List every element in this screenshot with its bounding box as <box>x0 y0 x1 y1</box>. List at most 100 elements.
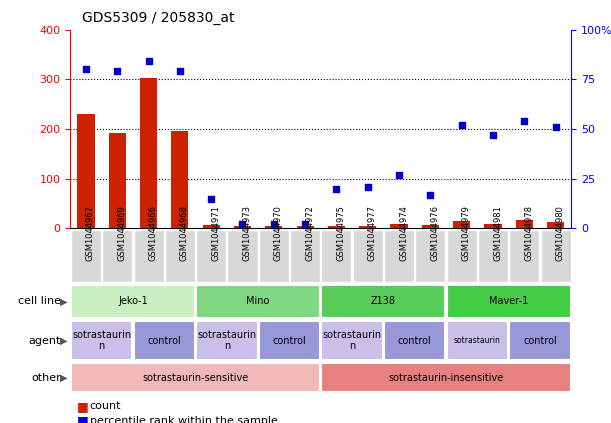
FancyBboxPatch shape <box>510 230 540 282</box>
Text: GSM1044979: GSM1044979 <box>462 205 470 261</box>
FancyBboxPatch shape <box>196 285 320 318</box>
Bar <box>547 222 564 228</box>
Text: GSM1044976: GSM1044976 <box>430 205 439 261</box>
Point <box>144 58 153 65</box>
Text: GSM1044974: GSM1044974 <box>399 205 408 261</box>
Bar <box>296 226 313 228</box>
Text: GSM1044966: GSM1044966 <box>148 205 158 261</box>
Point <box>112 68 122 75</box>
Bar <box>453 222 470 228</box>
FancyBboxPatch shape <box>227 230 257 282</box>
Bar <box>359 226 376 228</box>
Point <box>519 118 529 124</box>
Text: sotrastaurin
n: sotrastaurin n <box>197 330 257 352</box>
FancyBboxPatch shape <box>321 363 571 392</box>
Text: count: count <box>90 401 122 411</box>
Text: GSM1044981: GSM1044981 <box>493 205 502 261</box>
Text: GSM1044977: GSM1044977 <box>368 205 377 261</box>
Text: other: other <box>31 373 61 382</box>
FancyBboxPatch shape <box>321 230 351 282</box>
Text: GSM1044980: GSM1044980 <box>555 205 565 261</box>
Text: sotrastaurin
n: sotrastaurin n <box>72 330 131 352</box>
FancyBboxPatch shape <box>353 230 382 282</box>
FancyBboxPatch shape <box>447 285 571 318</box>
Bar <box>265 226 282 228</box>
Text: GSM1044968: GSM1044968 <box>180 205 189 261</box>
Text: control: control <box>398 335 431 346</box>
Text: percentile rank within the sample: percentile rank within the sample <box>90 416 277 423</box>
Point <box>269 221 279 228</box>
FancyBboxPatch shape <box>478 230 508 282</box>
FancyBboxPatch shape <box>196 321 257 360</box>
Point <box>488 132 498 138</box>
Text: agent: agent <box>29 335 61 346</box>
FancyBboxPatch shape <box>321 321 382 360</box>
Text: GSM1044970: GSM1044970 <box>274 205 283 261</box>
Bar <box>390 225 408 228</box>
Text: GSM1044969: GSM1044969 <box>117 205 126 261</box>
FancyBboxPatch shape <box>71 363 320 392</box>
FancyBboxPatch shape <box>321 285 445 318</box>
Bar <box>78 114 95 228</box>
Point <box>81 66 91 73</box>
Bar <box>516 220 533 228</box>
FancyBboxPatch shape <box>259 230 289 282</box>
FancyBboxPatch shape <box>415 230 445 282</box>
Point <box>175 68 185 75</box>
FancyBboxPatch shape <box>384 321 445 360</box>
Text: GDS5309 / 205830_at: GDS5309 / 205830_at <box>82 11 235 25</box>
FancyBboxPatch shape <box>71 321 132 360</box>
Point <box>394 171 404 178</box>
Text: control: control <box>273 335 306 346</box>
Bar <box>485 225 502 228</box>
Bar <box>422 225 439 228</box>
FancyBboxPatch shape <box>71 285 195 318</box>
FancyBboxPatch shape <box>165 230 195 282</box>
Point <box>238 221 247 228</box>
Text: sotrastaurin
n: sotrastaurin n <box>323 330 382 352</box>
Text: GSM1044967: GSM1044967 <box>86 205 95 261</box>
Text: ■: ■ <box>76 400 88 412</box>
Text: GSM1044975: GSM1044975 <box>337 205 345 261</box>
FancyBboxPatch shape <box>259 321 320 360</box>
Text: Z138: Z138 <box>371 297 396 306</box>
Text: GSM1044971: GSM1044971 <box>211 205 220 261</box>
Text: control: control <box>147 335 181 346</box>
Text: ▶: ▶ <box>60 373 67 382</box>
Point <box>207 195 216 202</box>
Text: ■: ■ <box>76 415 88 423</box>
Text: cell line: cell line <box>18 297 61 306</box>
FancyBboxPatch shape <box>71 230 101 282</box>
Point <box>551 124 560 130</box>
Text: GSM1044972: GSM1044972 <box>305 205 314 261</box>
Text: GSM1044973: GSM1044973 <box>243 205 252 261</box>
Text: GSM1044978: GSM1044978 <box>524 205 533 261</box>
Bar <box>140 78 157 228</box>
Point <box>425 191 435 198</box>
Bar <box>234 226 251 228</box>
Bar <box>171 131 188 228</box>
Point <box>300 221 310 228</box>
FancyBboxPatch shape <box>447 321 508 360</box>
Text: control: control <box>523 335 557 346</box>
Text: ▶: ▶ <box>60 335 67 346</box>
FancyBboxPatch shape <box>541 230 571 282</box>
FancyBboxPatch shape <box>196 230 226 282</box>
FancyBboxPatch shape <box>447 230 477 282</box>
Text: sotrastaurin-sensitive: sotrastaurin-sensitive <box>142 373 249 382</box>
Text: Jeko-1: Jeko-1 <box>118 297 148 306</box>
Point <box>332 185 342 192</box>
Point <box>457 122 467 129</box>
Text: Mino: Mino <box>246 297 270 306</box>
Bar <box>328 226 345 228</box>
Bar <box>203 225 220 228</box>
Point <box>363 183 373 190</box>
FancyBboxPatch shape <box>134 321 195 360</box>
Text: sotrastaurin: sotrastaurin <box>454 336 501 345</box>
FancyBboxPatch shape <box>134 230 164 282</box>
FancyBboxPatch shape <box>384 230 414 282</box>
Text: ▶: ▶ <box>60 297 67 306</box>
FancyBboxPatch shape <box>290 230 320 282</box>
Text: sotrastaurin-insensitive: sotrastaurin-insensitive <box>389 373 503 382</box>
Text: Maver-1: Maver-1 <box>489 297 529 306</box>
